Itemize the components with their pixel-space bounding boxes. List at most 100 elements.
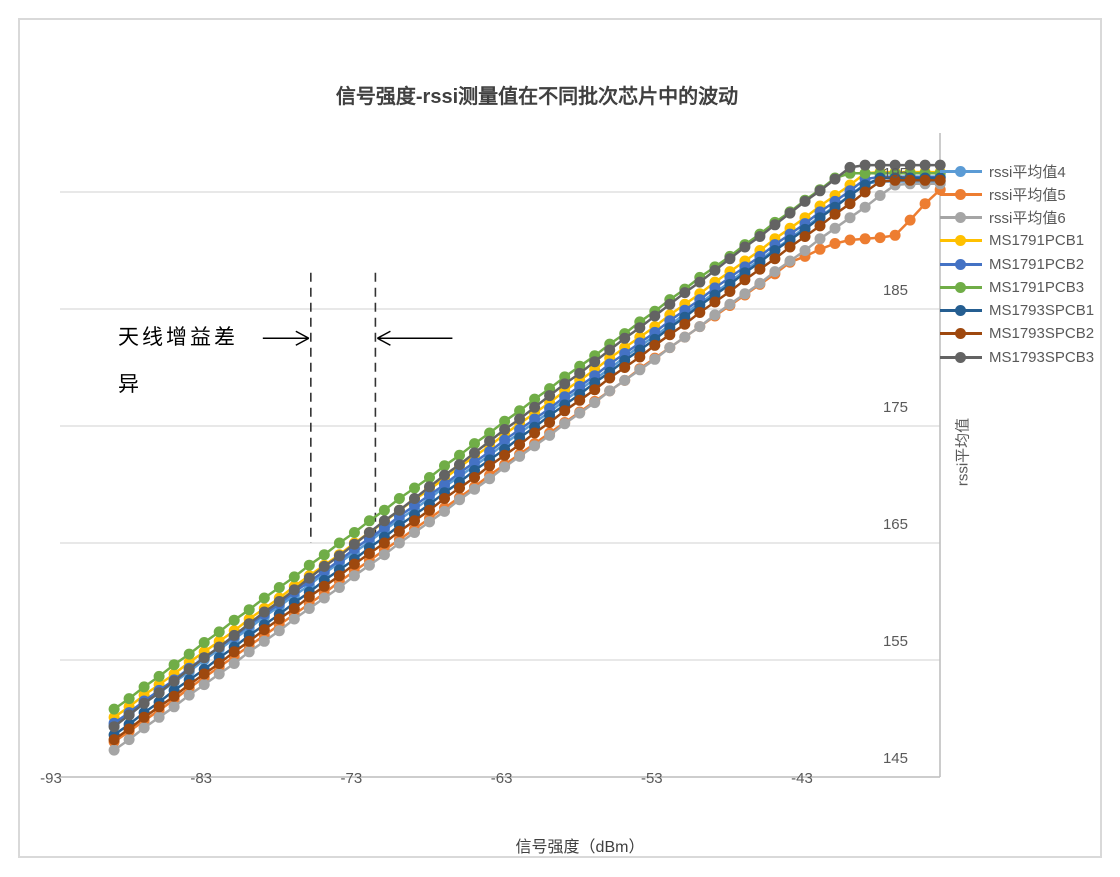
data-point: [198, 637, 210, 648]
data-point: [439, 479, 450, 490]
data-point: [799, 195, 811, 207]
data-point: [454, 494, 465, 506]
legend-marker-icon: [940, 212, 982, 223]
data-point: [664, 298, 676, 310]
data-point: [649, 310, 661, 322]
data-point: [844, 198, 856, 210]
data-point: [469, 483, 480, 495]
data-point: [363, 559, 375, 571]
annotation-arrowhead: [377, 330, 391, 339]
data-point: [934, 159, 946, 171]
data-point: [934, 174, 946, 186]
data-point: [679, 331, 691, 343]
data-point: [288, 571, 300, 583]
data-point: [318, 580, 330, 592]
data-point: [844, 161, 856, 173]
data-point: [529, 413, 541, 425]
data-point: [123, 709, 135, 721]
data-point: [454, 467, 465, 479]
data-point: [754, 231, 766, 242]
data-point: [213, 641, 225, 653]
data-point: [439, 460, 450, 472]
data-point: [183, 648, 195, 660]
data-point: [784, 255, 796, 267]
data-point: [363, 527, 375, 538]
data-point: [409, 527, 420, 538]
data-point: [784, 241, 796, 253]
data-point: [183, 679, 195, 691]
data-point: [108, 721, 120, 733]
annotation-arrowhead: [295, 330, 310, 339]
data-point: [138, 711, 150, 723]
data-point: [243, 618, 255, 630]
data-point: [559, 418, 571, 430]
legend-dot: [955, 328, 966, 340]
data-point: [604, 344, 616, 356]
data-point: [228, 614, 240, 626]
data-point: [393, 504, 405, 516]
data-point: [739, 288, 751, 300]
data-point: [183, 663, 195, 675]
x-axis-title: 信号强度（dBm）: [515, 839, 645, 856]
data-point: [153, 687, 165, 699]
data-point: [739, 274, 751, 286]
data-point: [694, 321, 706, 333]
data-point: [499, 424, 511, 435]
data-point: [874, 176, 886, 187]
data-point: [138, 681, 150, 693]
legend-item-MS1791PCB1: MS1791PCB1: [940, 230, 1084, 252]
data-point: [604, 385, 616, 397]
data-point: [904, 174, 916, 186]
data-point: [363, 515, 375, 527]
data-point: [469, 472, 480, 483]
data-point: [318, 560, 330, 572]
data-point: [529, 401, 541, 413]
data-point: [228, 629, 240, 641]
legend-dot: [955, 165, 966, 177]
data-point: [514, 450, 526, 462]
data-point: [544, 429, 556, 441]
data-point: [123, 693, 135, 705]
data-point: [814, 233, 826, 245]
plot-area: [60, 133, 946, 778]
data-point: [138, 697, 150, 709]
data-point: [424, 504, 435, 516]
legend-label: MS1793SPCB1: [989, 302, 1095, 319]
data-point: [919, 174, 931, 186]
data-point: [499, 461, 511, 473]
x-tick-label: -83: [190, 770, 213, 787]
data-point: [303, 603, 315, 614]
legend-label: MS1791PCB1: [989, 232, 1085, 250]
legend-dot: [955, 235, 966, 247]
data-point: [889, 174, 901, 186]
data-point: [544, 390, 556, 402]
data-point: [529, 393, 541, 405]
data-point: [649, 353, 661, 365]
data-point: [829, 238, 841, 249]
data-point: [333, 550, 345, 562]
data-point: [469, 438, 480, 450]
legend-marker-icon: [940, 328, 982, 340]
legend-marker-icon: [940, 165, 982, 177]
data-point: [784, 207, 796, 219]
data-point: [874, 190, 886, 201]
data-point: [303, 591, 315, 603]
data-point: [574, 380, 586, 392]
x-tick-label: -53: [640, 770, 663, 787]
data-point: [514, 405, 526, 417]
data-point: [859, 201, 871, 213]
legend-item-MS1793SPCB1: MS1793SPCB1: [940, 300, 1094, 322]
x-tick-label: -73: [340, 770, 363, 787]
data-point: [424, 472, 435, 483]
data-point: [754, 263, 766, 275]
legend-dot: [955, 351, 966, 363]
data-point: [243, 646, 255, 658]
data-point: [424, 489, 435, 501]
data-point: [123, 723, 135, 735]
data-point: [168, 701, 180, 713]
data-point: [544, 417, 556, 428]
y-axis-title: rssi平均值: [954, 417, 972, 487]
data-point: [168, 659, 180, 671]
data-point: [393, 537, 405, 549]
